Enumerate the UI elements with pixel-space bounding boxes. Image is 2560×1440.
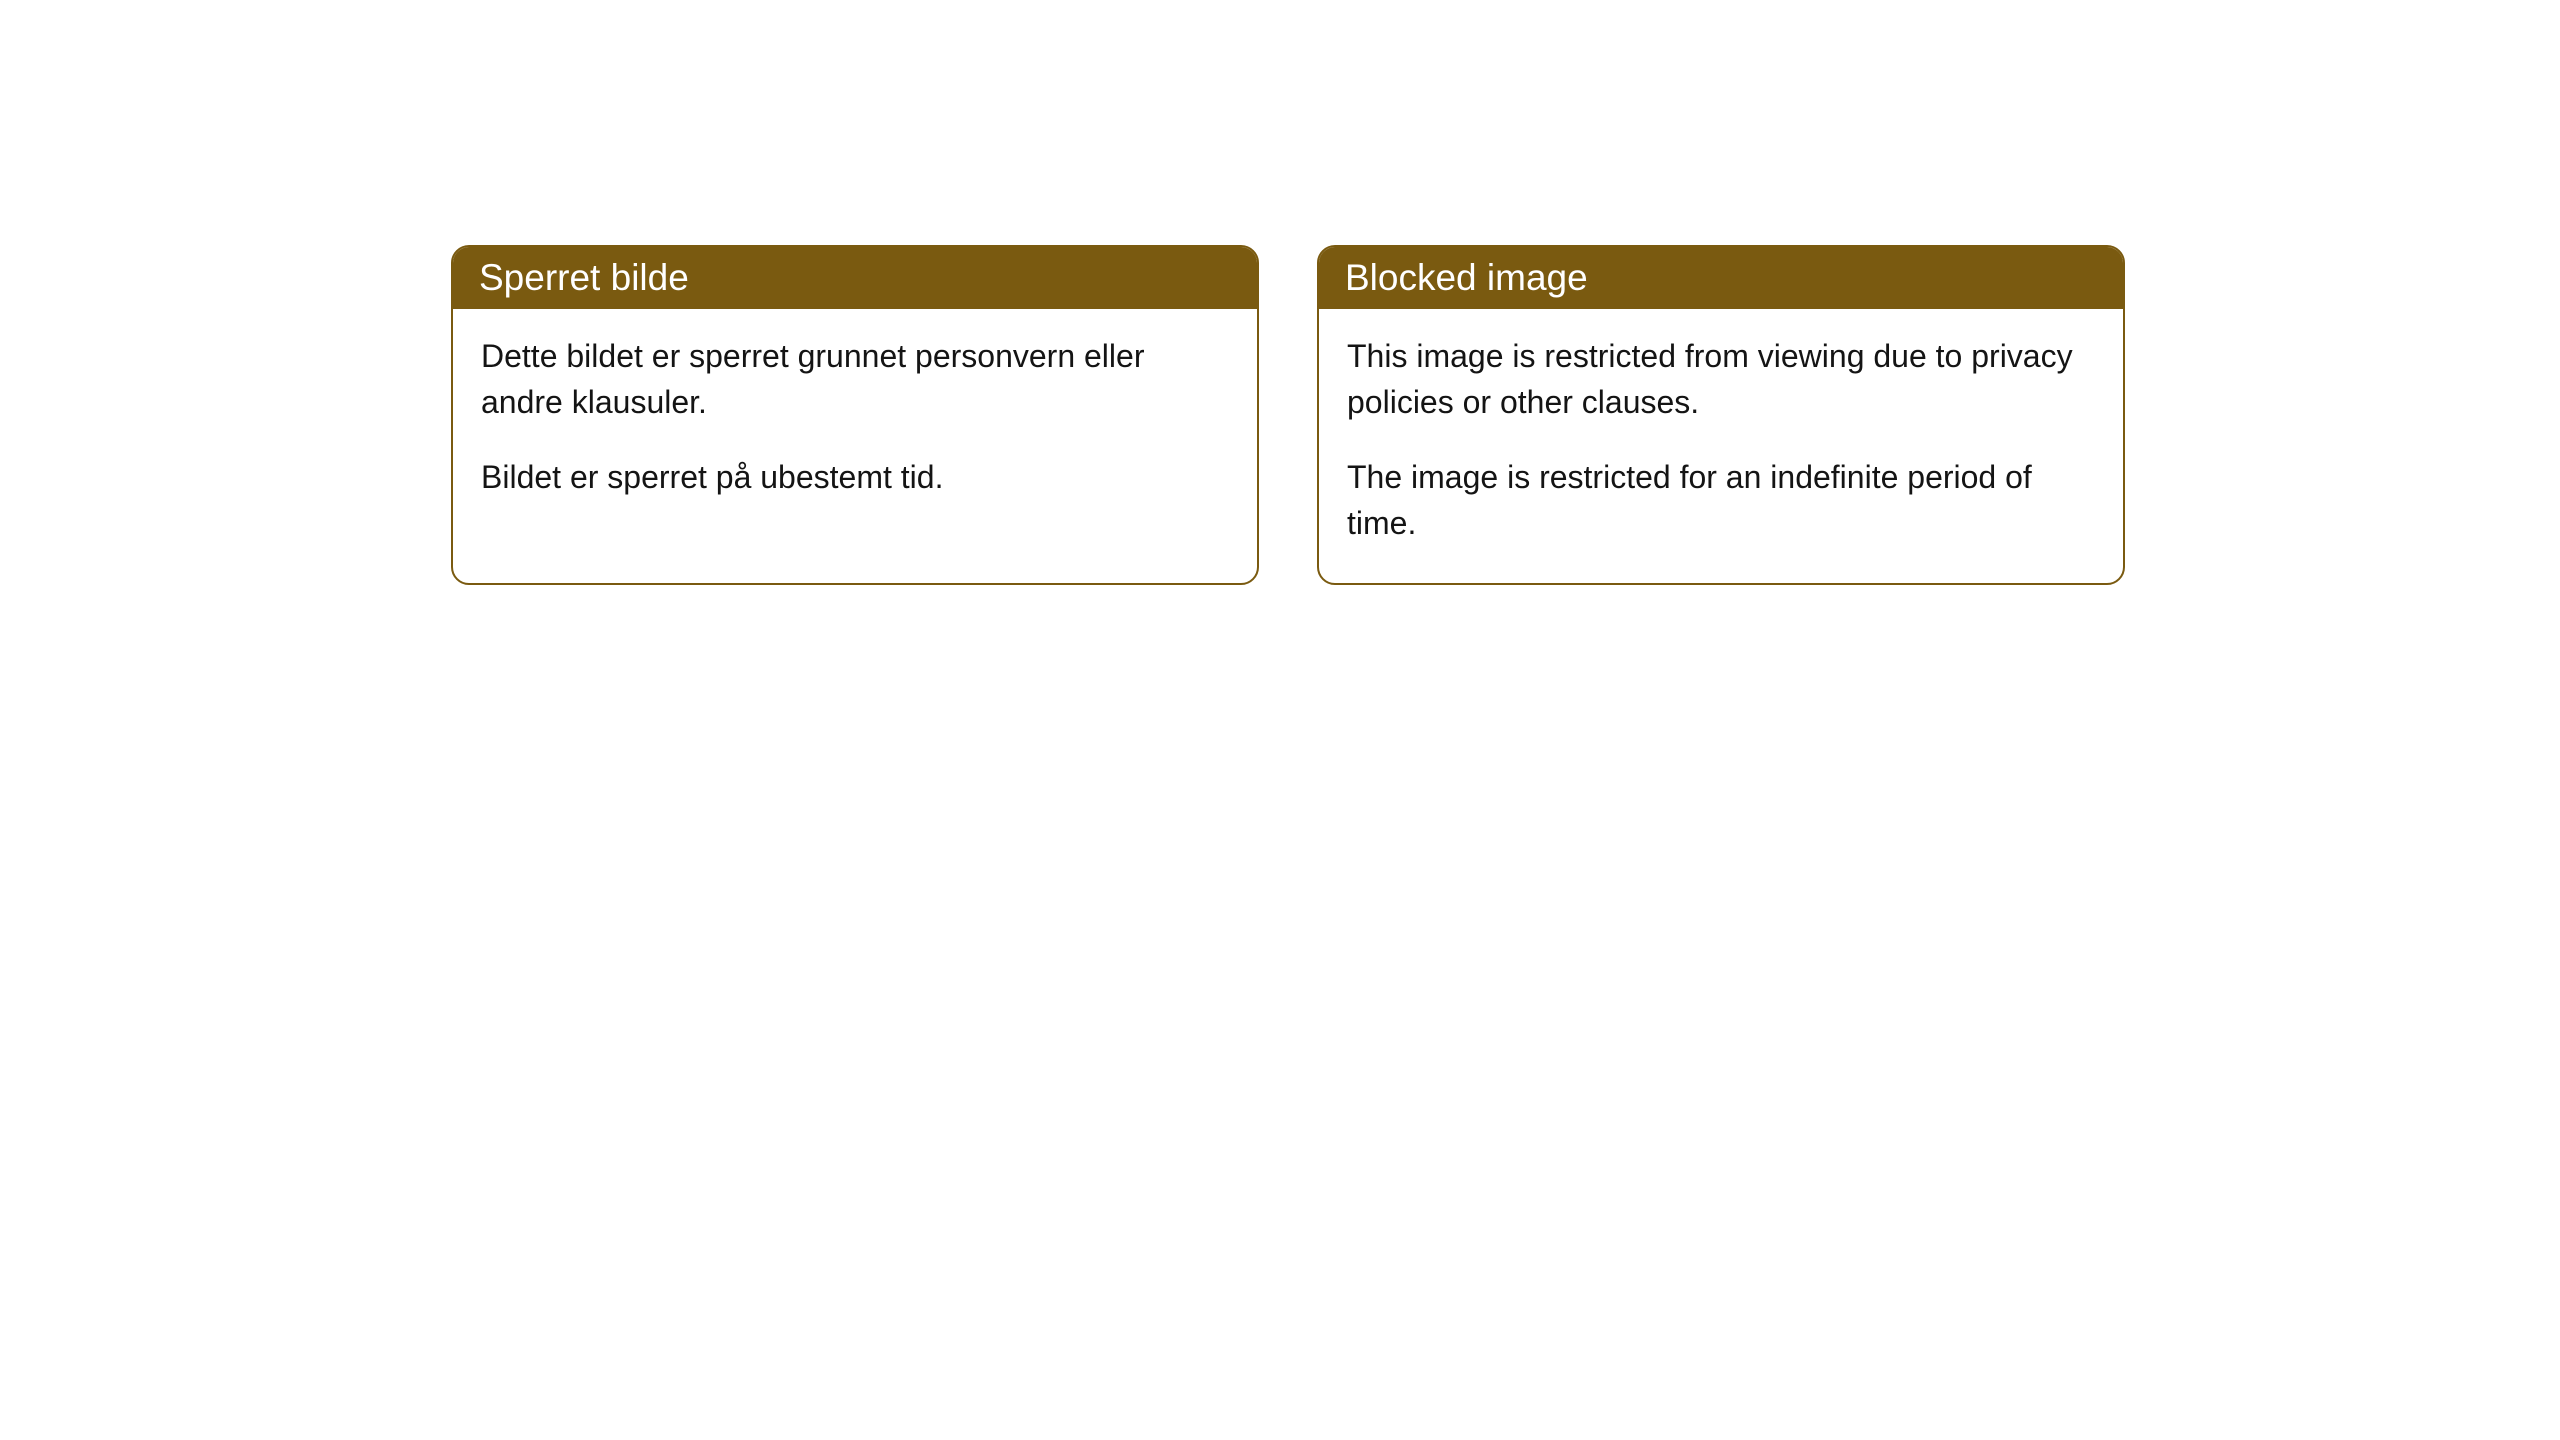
notice-text-english-2: The image is restricted for an indefinit… bbox=[1347, 454, 2095, 547]
notice-body-norwegian: Dette bildet er sperret grunnet personve… bbox=[453, 309, 1257, 536]
notice-card-norwegian: Sperret bilde Dette bildet er sperret gr… bbox=[451, 245, 1259, 585]
notice-header-english: Blocked image bbox=[1319, 247, 2123, 309]
notice-title-norwegian: Sperret bilde bbox=[479, 257, 689, 298]
notice-text-english-1: This image is restricted from viewing du… bbox=[1347, 333, 2095, 426]
notice-body-english: This image is restricted from viewing du… bbox=[1319, 309, 2123, 583]
notice-container: Sperret bilde Dette bildet er sperret gr… bbox=[451, 245, 2125, 585]
notice-title-english: Blocked image bbox=[1345, 257, 1588, 298]
notice-card-english: Blocked image This image is restricted f… bbox=[1317, 245, 2125, 585]
notice-text-norwegian-1: Dette bildet er sperret grunnet personve… bbox=[481, 333, 1229, 426]
notice-text-norwegian-2: Bildet er sperret på ubestemt tid. bbox=[481, 454, 1229, 500]
notice-header-norwegian: Sperret bilde bbox=[453, 247, 1257, 309]
